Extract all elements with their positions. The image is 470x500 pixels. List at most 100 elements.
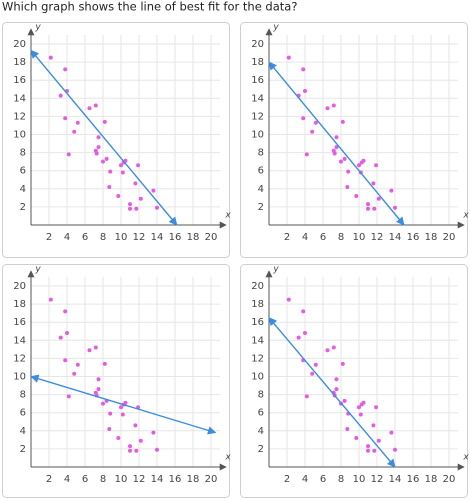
y-tick-label: 4 [20, 426, 26, 437]
y-tick-label: 10 [13, 130, 26, 141]
y-tick-label: 12 [13, 353, 26, 364]
y-tick-label: 10 [251, 372, 264, 383]
data-point [133, 423, 138, 428]
data-point [107, 184, 112, 189]
data-point [376, 438, 381, 443]
y-tick-label: 14 [13, 335, 26, 346]
x-axis-label: x [462, 453, 469, 463]
x-tick-label: 6 [320, 232, 326, 243]
data-point [304, 394, 309, 399]
x-tick-label: 6 [82, 232, 88, 243]
x-tick-label: 18 [425, 474, 438, 485]
y-tick-label: 8 [258, 390, 264, 401]
y-tick-label: 16 [251, 317, 264, 328]
x-tick-label: 6 [82, 474, 88, 485]
y-tick-label: 2 [258, 444, 264, 455]
data-point [374, 405, 379, 410]
x-tick-label: 14 [151, 474, 164, 485]
data-point [116, 194, 121, 199]
data-point [286, 297, 291, 302]
data-point [393, 447, 397, 452]
y-tick-label: 12 [251, 111, 264, 122]
data-point [325, 106, 330, 111]
data-point [48, 297, 53, 302]
y-tick-label: 12 [13, 111, 26, 122]
data-point [371, 423, 376, 428]
y-tick-label: 18 [251, 299, 264, 310]
data-point [48, 55, 53, 60]
data-point [120, 412, 125, 417]
data-point [310, 371, 315, 376]
data-point [101, 401, 105, 406]
data-point [313, 362, 318, 367]
data-point [151, 430, 156, 435]
data-point [342, 156, 347, 161]
data-point [325, 348, 330, 353]
x-tick-label: 16 [169, 474, 182, 485]
data-point [75, 362, 80, 367]
y-tick-label: 12 [251, 353, 264, 364]
data-point [361, 158, 366, 163]
data-point [366, 206, 370, 211]
y-tick-label: 14 [251, 335, 264, 346]
data-point [134, 448, 139, 453]
x-tick-label: 18 [187, 474, 200, 485]
data-point [345, 426, 350, 431]
data-point [58, 93, 63, 98]
data-point [128, 444, 132, 449]
x-tick-label: 10 [353, 474, 366, 485]
data-point [93, 345, 98, 350]
data-point [102, 361, 107, 366]
y-tick-label: 18 [251, 57, 264, 68]
x-tick-label: 14 [389, 474, 402, 485]
y-axis-label: y [34, 264, 41, 274]
answer-option[interactable]: 2 4 6 8 10 12 14 16 18 20 2 4 6 8 10 12 14 16 18 20 x y [2, 264, 232, 498]
data-point [331, 103, 336, 108]
answer-option[interactable]: 2 4 6 8 10 12 14 16 18 20 2 4 6 8 10 12 14 16 18 20 x y [240, 264, 470, 498]
x-tick-label: 4 [64, 232, 70, 243]
data-point [155, 205, 159, 210]
data-point [66, 394, 71, 399]
data-point [339, 159, 343, 164]
x-tick-label: 10 [115, 474, 128, 485]
x-tick-label: 16 [407, 232, 420, 243]
data-point [75, 120, 80, 125]
x-tick-label: 20 [443, 232, 456, 243]
data-point [101, 159, 105, 164]
data-point [96, 377, 101, 382]
data-point [65, 331, 69, 336]
data-point [133, 181, 138, 186]
y-tick-label: 8 [20, 390, 26, 401]
data-point [354, 194, 359, 199]
answer-option[interactable]: 2 4 6 8 10 12 14 16 18 20 2 4 6 8 10 12 14 16 18 20 x y [240, 22, 470, 258]
data-point [63, 309, 68, 314]
x-axis-label: x [462, 211, 469, 221]
y-axis-label: y [34, 22, 41, 32]
x-tick-label: 8 [100, 232, 106, 243]
data-point [310, 129, 315, 134]
data-point [372, 206, 377, 211]
data-point [371, 181, 376, 186]
y-axis-label: y [272, 22, 279, 32]
data-point [361, 400, 366, 405]
data-point [63, 116, 68, 121]
data-point [136, 163, 141, 168]
y-tick-label: 14 [13, 93, 26, 104]
data-point [389, 188, 394, 193]
data-point [340, 361, 345, 366]
fit-line [268, 61, 405, 226]
answer-option[interactable]: 2 4 6 8 10 12 14 16 18 20 2 4 6 8 10 12 14 16 18 20 x y [2, 22, 232, 258]
x-tick-label: 14 [389, 232, 402, 243]
data-point [303, 89, 307, 94]
x-tick-label: 4 [302, 232, 308, 243]
data-point [63, 67, 68, 72]
x-tick-label: 16 [407, 474, 420, 485]
y-axis-label: y [272, 264, 279, 274]
y-tick-label: 14 [251, 93, 264, 104]
y-tick-label: 2 [20, 444, 26, 455]
x-tick-label: 12 [133, 474, 146, 485]
data-point [301, 67, 306, 72]
data-point [342, 398, 347, 403]
y-tick-label: 4 [20, 184, 26, 195]
y-tick-label: 20 [13, 281, 26, 292]
